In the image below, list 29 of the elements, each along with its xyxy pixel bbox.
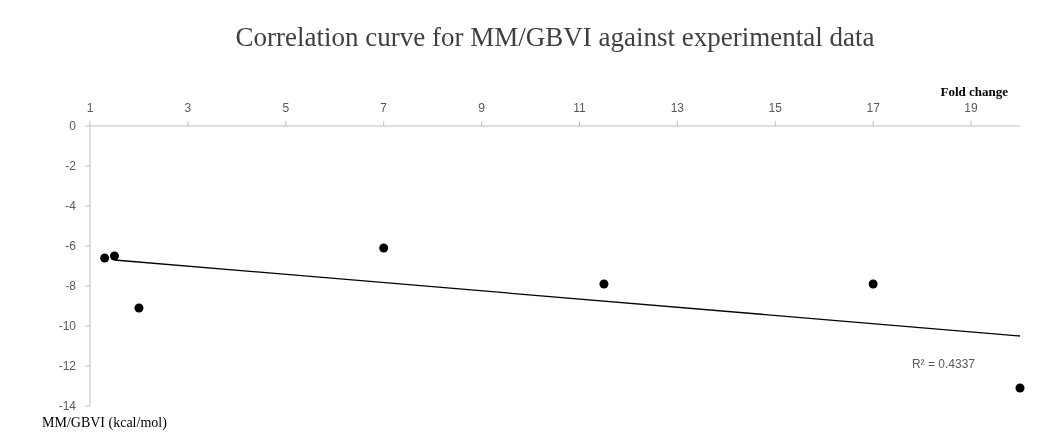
annotation: R² = 0.4337: [911, 357, 976, 371]
point: [599, 279, 609, 289]
point: [134, 303, 144, 313]
x-tick-label: 9: [478, 101, 486, 115]
point: [1015, 383, 1025, 393]
point: [868, 279, 878, 289]
y-tick-label: -8: [65, 279, 77, 293]
x-tick-label: 11: [573, 101, 587, 115]
y-tick-label: -12: [58, 359, 77, 373]
x-tick-label: 13: [670, 101, 685, 115]
y-tick-label: -14: [58, 399, 77, 413]
x-axis-title: Fold change: [940, 84, 1009, 99]
x-tick-label: 19: [964, 101, 979, 115]
y-tick-label: -6: [65, 239, 77, 253]
x-tick-label: 7: [380, 101, 388, 115]
x-tick-label: 5: [282, 101, 290, 115]
x-tick-label: 1: [86, 101, 94, 115]
y-axis-title: MM/GBVI (kcal/mol): [42, 415, 168, 431]
y-tick-label: -4: [65, 199, 77, 213]
point: [100, 253, 110, 263]
x-tick-label: 3: [184, 101, 192, 115]
x-tick-label: 17: [866, 101, 881, 115]
chart-title: Correlation curve for MM/GBVI against experimental data: [235, 22, 875, 52]
x-tick-label: 15: [768, 101, 783, 115]
y-tick-label: -2: [65, 159, 77, 173]
point: [379, 243, 389, 253]
y-tick-label: 0: [69, 119, 77, 133]
point: [109, 251, 119, 261]
y-tick-label: -10: [58, 319, 77, 333]
